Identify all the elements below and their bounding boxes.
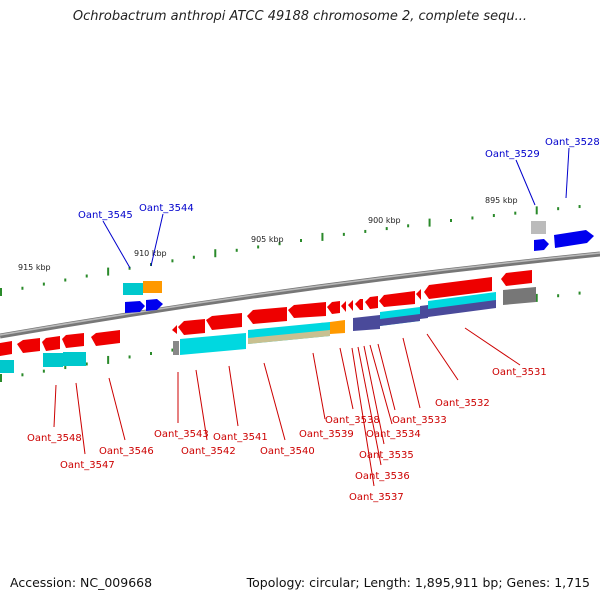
gene-label-oant-3537[interactable]: Oant_3537 xyxy=(349,492,404,503)
gene-arrow xyxy=(554,230,594,248)
gene-label-oant-3532[interactable]: Oant_3532 xyxy=(435,398,490,409)
forward-strand-features xyxy=(123,221,594,313)
accession-text: Accession: NC_009668 xyxy=(10,575,153,590)
reverse-strand-features xyxy=(0,270,536,373)
scale-label: 900 kbp xyxy=(368,216,401,225)
gene-block xyxy=(143,281,162,293)
tick-mark xyxy=(364,229,367,233)
tick-mark xyxy=(128,355,131,359)
gene-label-oant-3535[interactable]: Oant_3535 xyxy=(359,450,414,461)
gene-label-oant-3546[interactable]: Oant_3546 xyxy=(99,446,154,457)
gene-label-oant-3534[interactable]: Oant_3534 xyxy=(366,429,421,440)
tick-mark xyxy=(535,293,538,302)
gene-label-oant-3545[interactable]: Oant_3545 xyxy=(78,210,133,221)
scale-label: 910 kbp xyxy=(134,249,167,258)
tick-mark xyxy=(235,248,238,252)
gene-arrow xyxy=(125,301,145,313)
tick-mark xyxy=(557,207,560,211)
outer-tick-dots xyxy=(0,205,581,296)
tick-mark xyxy=(0,374,2,382)
gene-label-oant-3528[interactable]: Oant_3528 xyxy=(545,137,600,148)
tick-mark xyxy=(514,211,517,215)
tick-mark xyxy=(342,232,345,236)
gene-label-oant-3531[interactable]: Oant_3531 xyxy=(492,367,547,378)
gene-label-oant-3541[interactable]: Oant_3541 xyxy=(213,432,268,443)
tick-mark xyxy=(407,224,410,228)
gene-label-oant-3542[interactable]: Oant_3542 xyxy=(181,446,236,457)
gene-block xyxy=(123,283,143,295)
tick-mark xyxy=(471,216,474,220)
tick-mark xyxy=(171,348,174,352)
gene-label-oant-3544[interactable]: Oant_3544 xyxy=(139,203,194,214)
gene-block xyxy=(531,221,546,234)
tick-mark xyxy=(300,239,302,242)
tick-mark xyxy=(0,288,2,296)
tick-mark xyxy=(578,205,581,209)
scale-label: 915 kbp xyxy=(18,263,51,272)
gene-label-oant-3538[interactable]: Oant_3538 xyxy=(325,415,380,426)
tick-mark xyxy=(150,352,152,355)
tick-mark xyxy=(107,267,110,276)
tick-mark xyxy=(278,242,281,246)
tick-mark xyxy=(385,227,388,231)
map-title: Ochrobactrum anthropi ATCC 49188 chromos… xyxy=(72,9,528,24)
tick-mark xyxy=(64,366,67,370)
tick-mark xyxy=(557,294,560,298)
gene-arrow xyxy=(534,239,549,251)
tick-mark xyxy=(428,218,431,227)
tick-mark xyxy=(214,249,217,258)
tick-mark xyxy=(192,255,195,259)
tick-mark xyxy=(107,355,110,364)
tick-mark xyxy=(257,245,260,249)
tick-mark xyxy=(171,259,174,263)
tick-mark xyxy=(42,282,45,286)
top-leader-lines xyxy=(102,147,570,269)
gene-label-oant-3548[interactable]: Oant_3548 xyxy=(27,433,82,444)
gene-label-oant-3536[interactable]: Oant_3536 xyxy=(355,471,410,482)
gene-label-oant-3540[interactable]: Oant_3540 xyxy=(260,446,315,457)
tick-mark xyxy=(535,206,538,215)
tick-mark xyxy=(128,266,131,270)
gene-label-oant-3543[interactable]: Oant_3543 xyxy=(154,429,209,440)
tick-mark xyxy=(492,214,495,218)
tick-mark xyxy=(321,232,324,241)
scale-label: 905 kbp xyxy=(251,235,284,244)
tick-mark xyxy=(85,274,88,278)
scale-label: 895 kbp xyxy=(485,196,518,205)
tick-mark xyxy=(85,362,88,366)
tick-mark xyxy=(21,373,24,377)
gene-label-oant-3547[interactable]: Oant_3547 xyxy=(60,460,115,471)
tick-mark xyxy=(64,278,67,282)
bottom-leader-lines xyxy=(53,327,521,487)
gene-arrow xyxy=(146,299,163,311)
chromosome-backbone xyxy=(0,251,600,339)
tick-mark xyxy=(578,291,581,295)
genome-summary-text: Topology: circular; Length: 1,895,911 bp… xyxy=(246,575,590,590)
tick-mark xyxy=(42,369,45,373)
gene-label-oant-3529[interactable]: Oant_3529 xyxy=(485,149,540,160)
tick-mark xyxy=(21,286,24,290)
gene-label-oant-3539[interactable]: Oant_3539 xyxy=(299,429,354,440)
gene-label-oant-3533[interactable]: Oant_3533 xyxy=(392,415,447,426)
tick-mark xyxy=(450,219,452,222)
